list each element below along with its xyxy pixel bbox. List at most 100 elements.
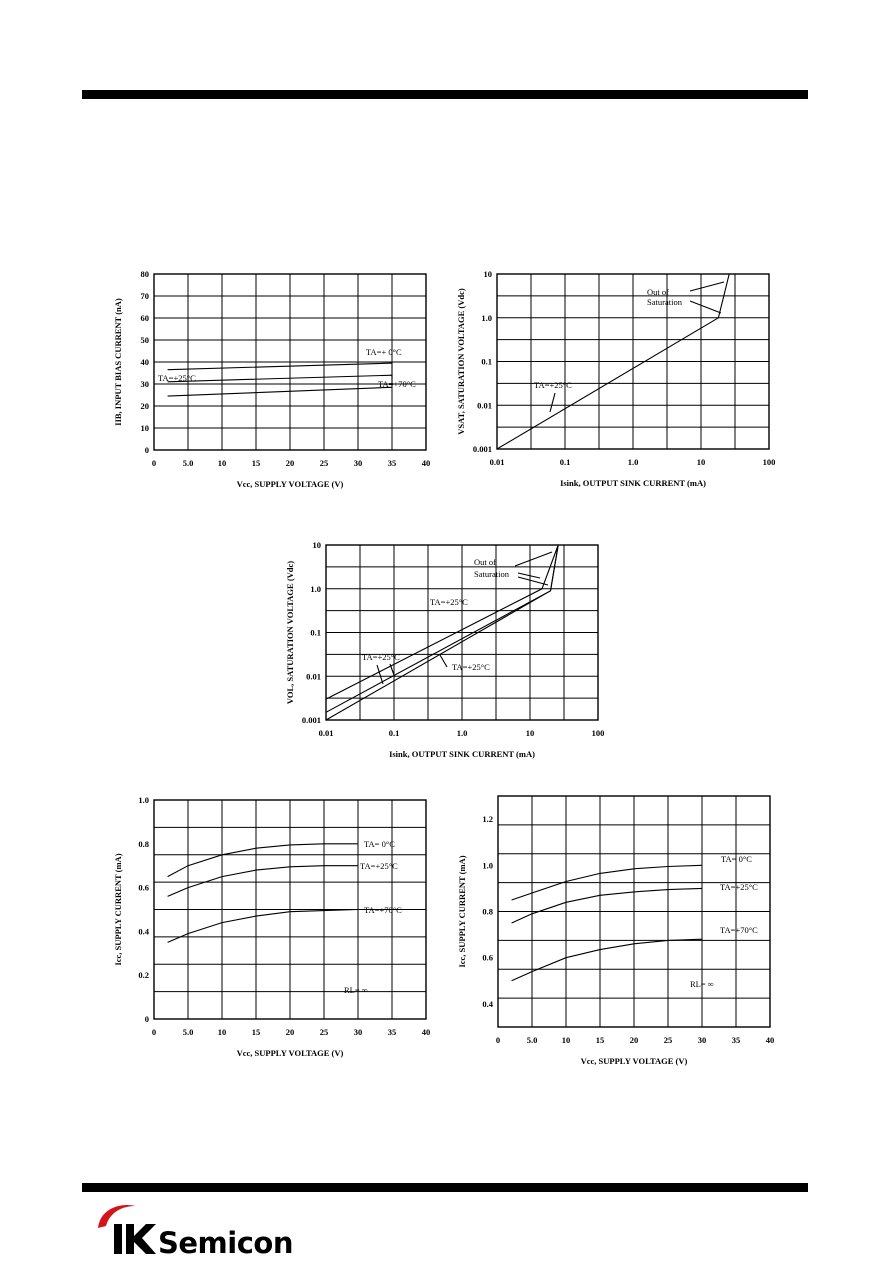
x-tick-label: 0.01 [319, 728, 334, 738]
plot-frame [496, 273, 770, 450]
x-tick-label: 15 [252, 458, 261, 468]
y-tick-label: 80 [141, 269, 150, 279]
top-rule [82, 90, 808, 99]
series-line [511, 864, 703, 901]
annotation-arrow [517, 576, 549, 586]
series-line [167, 386, 393, 397]
annotation-label: Saturation [474, 569, 510, 579]
y-tick-label: 10 [484, 269, 493, 279]
y-tick-label: 0.1 [481, 357, 492, 367]
x-tick-label: 30 [698, 1035, 707, 1045]
annotation-label: TA=+25°C [362, 652, 400, 662]
y-tick-label: 0.8 [482, 907, 493, 917]
x-tick-label: 10 [562, 1035, 571, 1045]
series-line [496, 273, 730, 450]
x-tick-label: 15 [596, 1035, 605, 1045]
x-tick-label: 0 [496, 1035, 500, 1045]
y-tick-label: 0.1 [310, 628, 321, 638]
x-tick-label: 5.0 [527, 1035, 538, 1045]
annotation-label: TA= 0°C [364, 839, 395, 849]
plot-frame [153, 799, 427, 1020]
annotation-label: TA=+25°C [534, 380, 572, 390]
series-line [325, 544, 559, 721]
grid [326, 545, 598, 720]
x-axis-label: Isink, OUTPUT SINK CURRENT (mA) [389, 749, 535, 759]
x-tick-label: 0.01 [490, 457, 505, 467]
x-axis-label: Vcc, SUPPLY VOLTAGE (V) [237, 1048, 344, 1058]
grid [154, 274, 426, 450]
annotation-label: Saturation [647, 297, 683, 307]
x-tick-label: 20 [286, 458, 295, 468]
y-tick-label: 1.0 [138, 795, 149, 805]
x-tick-label: 25 [320, 1027, 329, 1037]
series-line [167, 908, 359, 943]
grid [154, 800, 426, 1019]
x-tick-label: 35 [732, 1035, 741, 1045]
x-tick-label: 1.0 [457, 728, 468, 738]
x-tick-label: 0 [152, 1027, 156, 1037]
y-tick-label: 40 [141, 357, 150, 367]
x-tick-label: 20 [286, 1027, 295, 1037]
x-tick-label: 5.0 [183, 458, 194, 468]
annotation-arrow [439, 654, 448, 668]
plot-frame [325, 544, 599, 721]
y-tick-label: 60 [141, 313, 150, 323]
y-tick-label: 10 [313, 540, 322, 550]
y-tick-label: 0.01 [306, 671, 321, 681]
ik-semicon-logo: Semicon [98, 1204, 293, 1260]
annotation-label: TA=+70°C [364, 905, 402, 915]
x-tick-label: 1.0 [628, 457, 639, 467]
x-tick-label: 40 [766, 1035, 775, 1045]
series-line [511, 887, 703, 924]
x-tick-label: 10 [697, 457, 706, 467]
x-tick-label: 30 [354, 458, 363, 468]
y-axis-label: Icc, SUPPLY CURRENT (mA) [457, 855, 467, 967]
y-tick-label: 20 [141, 401, 150, 411]
y-tick-label: 50 [141, 335, 150, 345]
x-tick-label: 35 [388, 458, 397, 468]
y-tick-label: 0 [145, 1014, 149, 1024]
x-tick-label: 20 [630, 1035, 639, 1045]
plot-frame [153, 273, 427, 451]
series-line [167, 374, 393, 388]
annotation-label: Out of [647, 287, 669, 297]
x-tick-label: 100 [592, 728, 605, 738]
y-tick-label: 0.001 [302, 715, 321, 725]
y-tick-label: 0.001 [473, 444, 492, 454]
annotation-label: TA=+25°C [452, 662, 490, 672]
annotation-label: TA=+ 0°C [366, 347, 402, 357]
x-tick-label: 0.1 [389, 728, 400, 738]
series-line [511, 938, 703, 982]
series-line [167, 843, 358, 878]
annotation-label: TA=+25°C [430, 597, 468, 607]
bottom-rule [82, 1183, 808, 1192]
x-tick-label: 40 [422, 1027, 431, 1037]
x-tick-label: 0.1 [560, 457, 571, 467]
grid [497, 274, 769, 449]
y-tick-label: 10 [141, 423, 150, 433]
y-tick-label: 1.0 [481, 313, 492, 323]
series-line [325, 544, 559, 700]
y-axis-label: Icc, SUPPLY CURRENT (mA) [113, 853, 123, 965]
x-tick-label: 10 [218, 1027, 227, 1037]
annotation-label: TA=+25°C [720, 882, 758, 892]
y-tick-label: 1.2 [482, 814, 493, 824]
x-tick-label: 15 [252, 1027, 261, 1037]
annotation-arrow [689, 281, 725, 292]
y-tick-label: 70 [141, 291, 150, 301]
y-tick-label: 0.8 [138, 839, 149, 849]
y-tick-label: 0.2 [138, 970, 149, 980]
annotation-label: Out of [474, 557, 496, 567]
annotation-arrow [389, 663, 395, 676]
annotation-arrow [376, 664, 384, 685]
grid [498, 796, 770, 1027]
y-axis-label: VSAT, SATURATION VOLTAGE (Vdc) [456, 288, 466, 435]
y-tick-label: 0.4 [138, 926, 149, 936]
y-tick-label: 1.0 [310, 584, 321, 594]
x-tick-label: 5.0 [183, 1027, 194, 1037]
x-tick-label: 0 [152, 458, 156, 468]
